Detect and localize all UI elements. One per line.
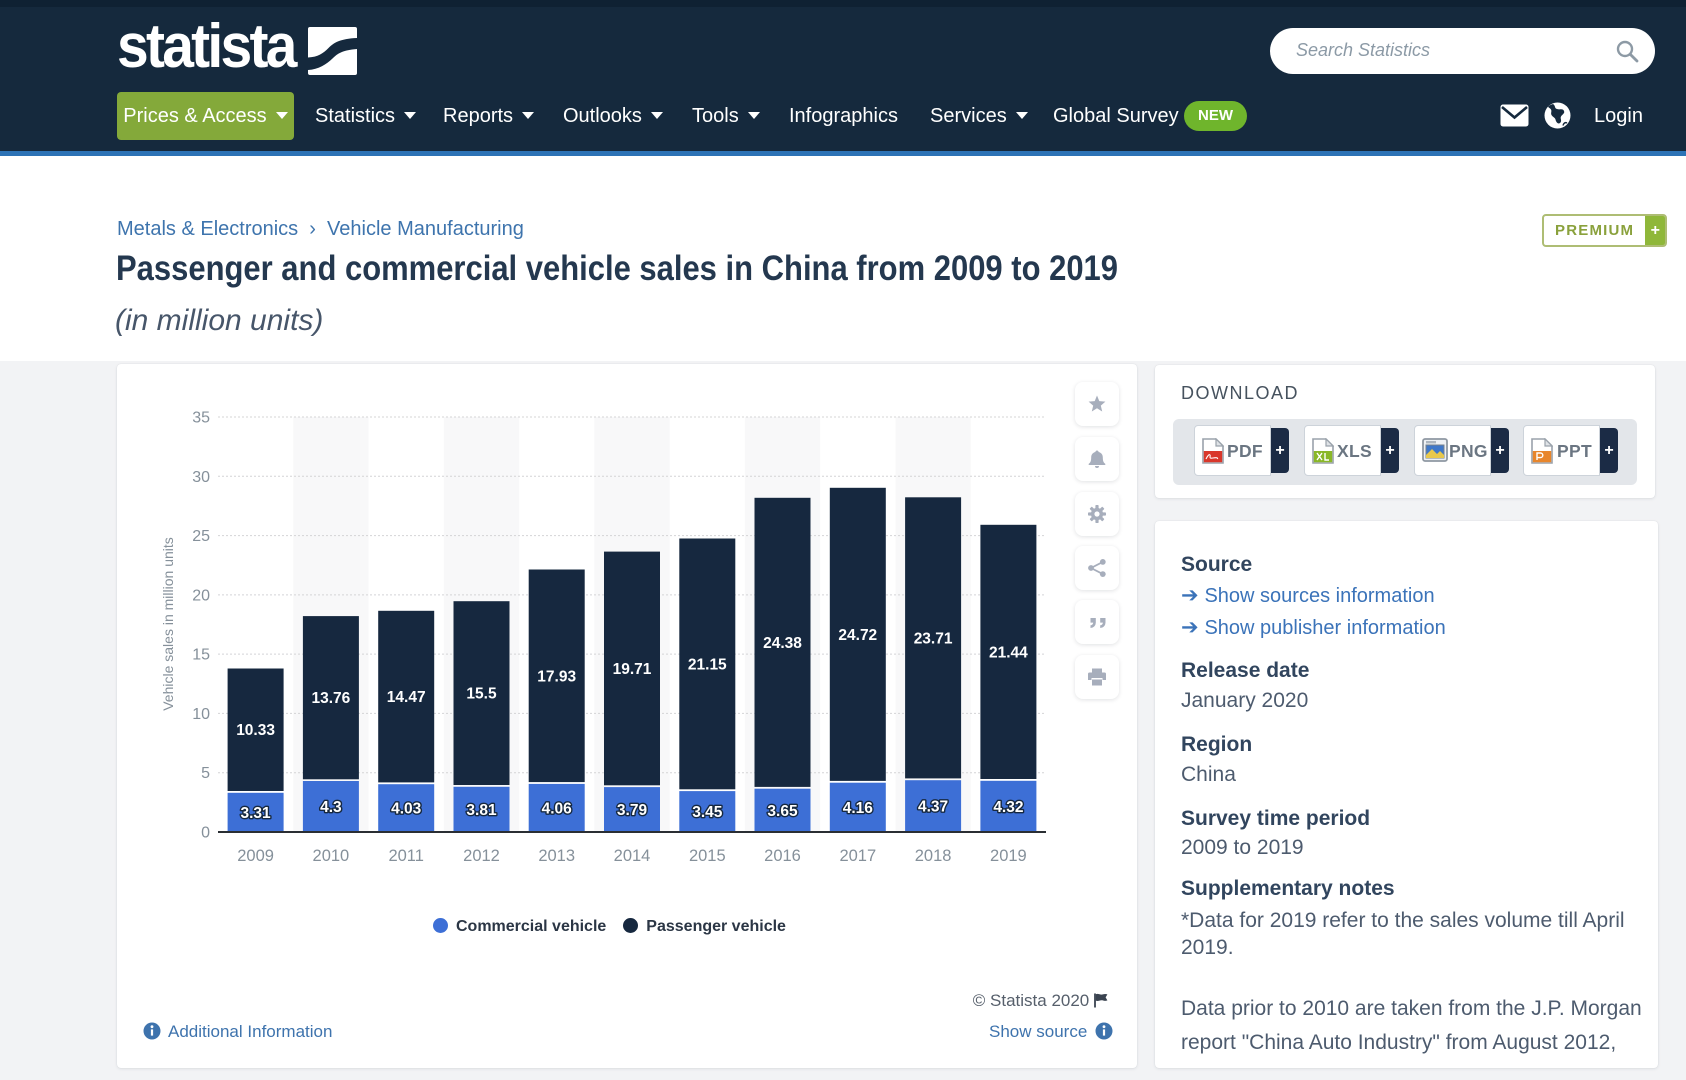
svg-text:3.79: 3.79 xyxy=(617,802,648,819)
svg-text:4.32: 4.32 xyxy=(993,799,1023,816)
svg-text:24.72: 24.72 xyxy=(838,627,877,644)
svg-text:4.03: 4.03 xyxy=(391,801,422,818)
svg-text:15.5: 15.5 xyxy=(466,686,497,703)
svg-text:2016: 2016 xyxy=(764,847,801,865)
svg-text:25: 25 xyxy=(192,528,210,545)
svg-text:2013: 2013 xyxy=(538,847,575,865)
svg-text:3.65: 3.65 xyxy=(767,803,798,820)
svg-text:2019: 2019 xyxy=(990,847,1027,865)
svg-text:4.16: 4.16 xyxy=(843,800,874,817)
svg-text:3.31: 3.31 xyxy=(241,805,272,822)
svg-text:3.81: 3.81 xyxy=(466,802,497,819)
svg-text:2014: 2014 xyxy=(614,847,651,865)
svg-text:4.37: 4.37 xyxy=(918,799,948,816)
svg-text:2018: 2018 xyxy=(915,847,952,865)
svg-text:17.93: 17.93 xyxy=(537,668,576,685)
svg-text:Vehicle sales in million units: Vehicle sales in million units xyxy=(160,537,176,711)
svg-text:2011: 2011 xyxy=(388,847,423,865)
svg-text:35: 35 xyxy=(192,410,210,427)
svg-text:2009: 2009 xyxy=(237,847,274,865)
svg-text:19.71: 19.71 xyxy=(613,661,652,678)
svg-text:2015: 2015 xyxy=(689,847,726,865)
svg-text:2017: 2017 xyxy=(839,847,876,865)
svg-text:15: 15 xyxy=(192,647,210,664)
svg-text:30: 30 xyxy=(192,469,210,486)
svg-text:21.44: 21.44 xyxy=(989,644,1028,661)
svg-text:21.15: 21.15 xyxy=(688,656,727,673)
svg-text:2010: 2010 xyxy=(313,847,350,865)
svg-text:20: 20 xyxy=(192,587,210,604)
svg-text:10: 10 xyxy=(192,706,210,723)
svg-text:4.3: 4.3 xyxy=(320,799,342,816)
svg-text:0: 0 xyxy=(201,825,210,842)
svg-text:23.71: 23.71 xyxy=(914,630,953,647)
svg-text:3.45: 3.45 xyxy=(692,804,723,821)
svg-text:2012: 2012 xyxy=(463,847,500,865)
svg-text:5: 5 xyxy=(201,765,210,782)
svg-text:14.47: 14.47 xyxy=(387,689,426,706)
svg-text:4.06: 4.06 xyxy=(542,800,573,817)
svg-text:13.76: 13.76 xyxy=(312,690,351,707)
svg-text:24.38: 24.38 xyxy=(763,635,802,652)
svg-text:10.33: 10.33 xyxy=(236,722,275,739)
